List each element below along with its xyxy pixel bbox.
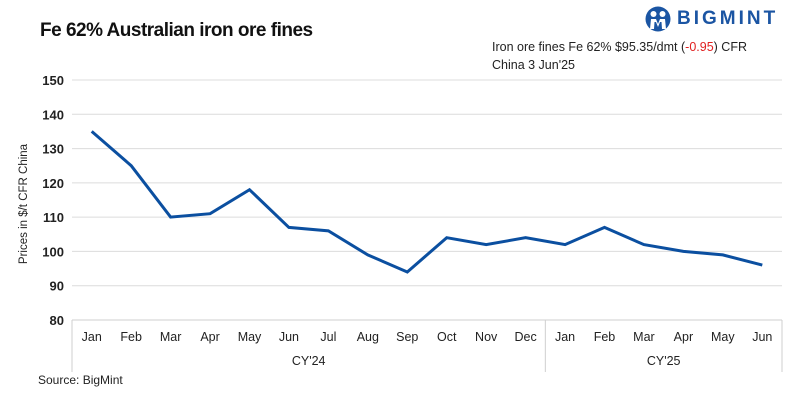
y-axis-label: Prices in $/t CFR China bbox=[18, 143, 30, 264]
y-tick-label: 130 bbox=[42, 142, 64, 157]
y-tick-label: 150 bbox=[42, 73, 64, 88]
x-tick-label: Mar bbox=[633, 330, 655, 344]
x-tick-label: Sep bbox=[396, 330, 418, 344]
y-tick-label: 120 bbox=[42, 176, 64, 191]
price-note-date: China 3 Jun'25 bbox=[492, 58, 576, 72]
y-tick-label: 140 bbox=[42, 107, 64, 122]
x-tick-label: Apr bbox=[674, 330, 693, 344]
x-axis: Jan Feb Mar Apr May Jun Jul Aug Sep Oct Nov Dec Jan F… bbox=[71, 319, 783, 372]
brand-name: BIGMINT bbox=[677, 8, 779, 29]
x-tick-label: Oct bbox=[437, 330, 457, 344]
x-tick-label: Jul bbox=[320, 330, 336, 344]
bigmint-logo: BIGMINT bbox=[645, 6, 778, 32]
x-tick-label: Feb bbox=[120, 330, 142, 344]
y-tick-label: 90 bbox=[50, 279, 64, 294]
x-tick-label: Aug bbox=[357, 330, 379, 344]
x-tick-label: May bbox=[238, 330, 262, 344]
source-note: Source: BigMint bbox=[38, 373, 123, 387]
x-tick-label: Apr bbox=[200, 330, 219, 344]
x-tick-label: Nov bbox=[475, 330, 498, 344]
x-group-label: CY'24 bbox=[292, 354, 326, 368]
x-tick-label: Jun bbox=[752, 330, 772, 344]
y-tick-label: 110 bbox=[43, 210, 64, 225]
y-axis-ticks: 80 90 100 110 120 130 140 150 bbox=[42, 73, 64, 328]
x-tick-label: Mar bbox=[160, 330, 182, 344]
price-change: -0.95 bbox=[685, 40, 714, 54]
price-note: Iron ore fines Fe 62% $95.35/dmt (-0.95)… bbox=[492, 38, 792, 74]
x-tick-label: Dec bbox=[514, 330, 536, 344]
price-line bbox=[90, 130, 763, 274]
x-tick-label: Feb bbox=[594, 330, 616, 344]
x-tick-label: Jun bbox=[279, 330, 299, 344]
y-tick-label: 80 bbox=[50, 313, 64, 328]
chart-title: Fe 62% Australian iron ore fines bbox=[40, 20, 313, 41]
gridlines bbox=[72, 79, 782, 287]
x-group-label: CY'25 bbox=[647, 354, 681, 368]
y-tick-label: 100 bbox=[42, 244, 64, 259]
bigmint-logo-icon bbox=[645, 6, 671, 32]
price-note-prefix: Iron ore fines Fe 62% $95.35/dmt ( bbox=[492, 40, 686, 54]
x-tick-label: Jan bbox=[82, 330, 102, 344]
price-note-suffix: ) CFR bbox=[713, 40, 747, 54]
x-tick-label: May bbox=[711, 330, 735, 344]
x-tick-label: Jan bbox=[555, 330, 575, 344]
